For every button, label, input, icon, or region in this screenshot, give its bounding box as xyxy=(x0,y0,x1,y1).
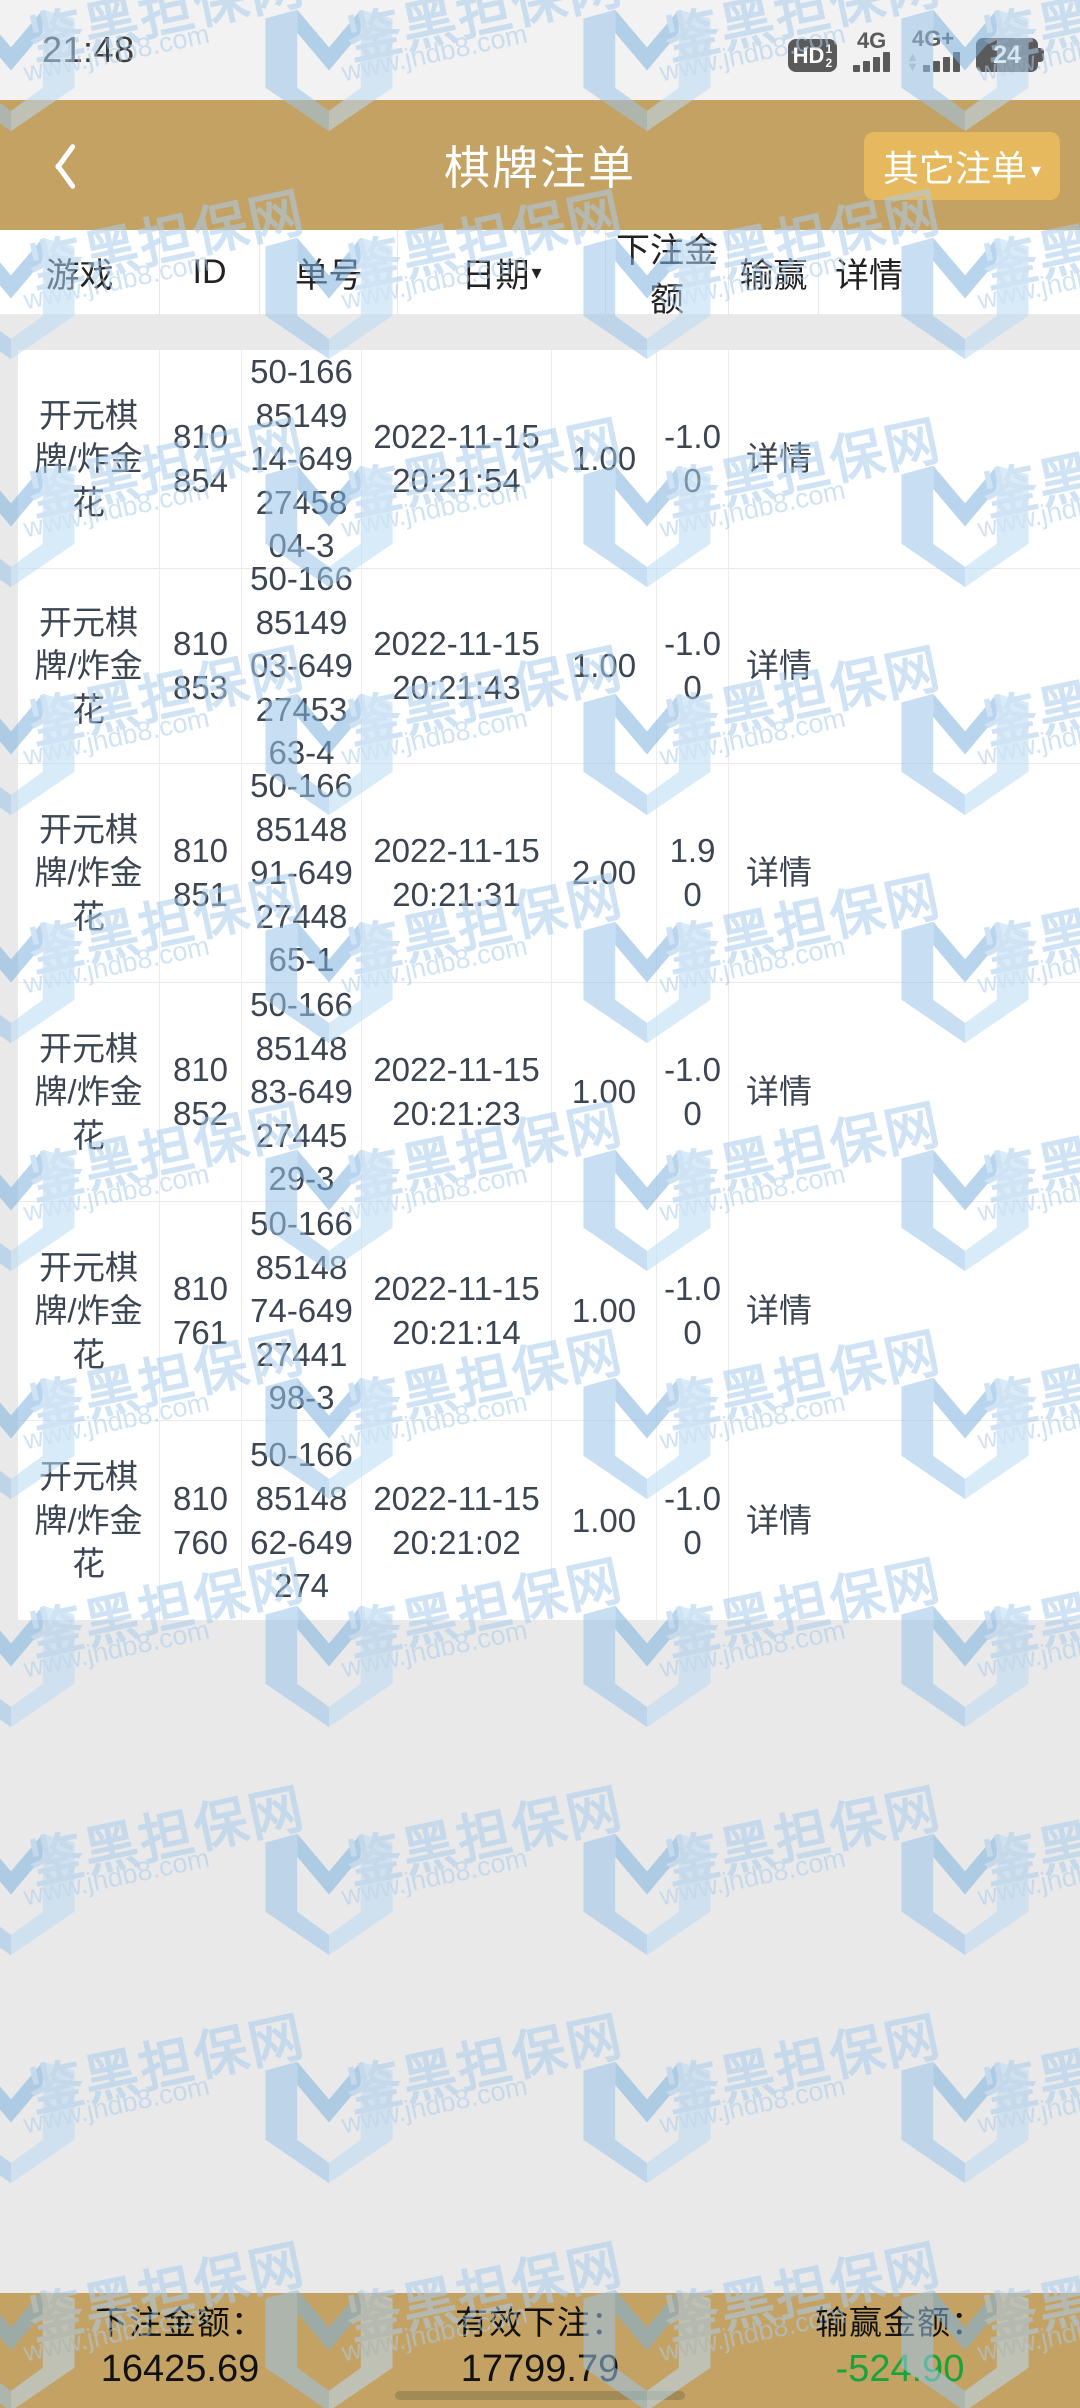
data-transfer-icon: ▲ ▼ xyxy=(906,49,919,74)
status-bar: 21:48 HD 1 2 4G 4G+ ▲ ▼ 24 xyxy=(0,0,1080,100)
cell-win-loss: -1.00 xyxy=(657,1421,729,1620)
cell-order-no: 50-1668514874-6492744198-3 xyxy=(242,1202,362,1420)
cell-datetime: 2022-11-15 20:21:43 xyxy=(362,569,552,763)
cell-detail-link[interactable]: 详情 xyxy=(746,440,812,478)
summary-label: 有效下注： xyxy=(455,2303,625,2341)
signal-4g-icon: 4G xyxy=(853,28,891,72)
table-row[interactable]: 开元棋牌/炸金花 810854 50-1668514914-6492745804-3… xyxy=(18,350,1080,569)
cell-detail-link[interactable]: 详情 xyxy=(746,1073,812,1111)
cell-win-loss: -1.00 xyxy=(657,569,729,763)
cell-bet-amount: 1.00 xyxy=(552,569,657,763)
cell-bet-amount: 2.00 xyxy=(552,764,657,982)
cell-id: 810853 xyxy=(160,569,242,763)
column-header-win: 输赢 xyxy=(729,229,819,315)
table-row[interactable]: 开元棋牌/炸金花 810852 50-1668514883-6492744529-3… xyxy=(18,983,1080,1202)
cell-id: 810851 xyxy=(160,764,242,982)
status-bar-clock: 21:48 xyxy=(42,29,135,70)
summary-value: 17799.79 xyxy=(460,2347,620,2390)
cell-detail-link[interactable]: 详情 xyxy=(746,1292,812,1330)
cell-id: 810854 xyxy=(160,350,242,568)
table-body[interactable]: 开元棋牌/炸金花 810854 50-1668514914-6492745804-3… xyxy=(0,315,1080,2293)
column-header-game: 游戏 xyxy=(0,229,160,315)
cell-bet-amount: 1.00 xyxy=(552,1202,657,1420)
cell-bet-amount: 1.00 xyxy=(552,983,657,1201)
cell-order-no: 50-1668514914-6492745804-3 xyxy=(242,350,362,568)
table-row[interactable]: 开元棋牌/炸金花 810760 50-1668514862-649274 2022-1… xyxy=(18,1421,1080,1621)
cell-game: 开元棋牌/炸金花 xyxy=(18,983,160,1201)
table-top-gap xyxy=(0,315,1080,350)
summary-label: 输赢金额： xyxy=(815,2303,985,2341)
cell-datetime: 2022-11-15 20:21:02 xyxy=(362,1421,552,1620)
column-header-id: ID xyxy=(160,229,260,315)
column-header-order: 单号 xyxy=(260,229,398,315)
cell-win-loss: -1.00 xyxy=(657,983,729,1201)
cell-detail-link[interactable]: 详情 xyxy=(746,1501,812,1539)
cell-id: 810852 xyxy=(160,983,242,1201)
page-title: 棋牌注单 xyxy=(444,142,636,194)
summary-footer: 下注金额： 16425.69 有效下注： 17799.79 输赢金额： -524.90 xyxy=(0,2293,1080,2408)
cell-datetime: 2022-11-15 20:21:23 xyxy=(362,983,552,1201)
hd-label: HD xyxy=(792,43,825,68)
battery-icon: 24 xyxy=(976,38,1044,72)
signal-bars-1 xyxy=(853,52,891,72)
summary-value: 16425.69 xyxy=(100,2347,260,2390)
cell-bet-amount: 1.00 xyxy=(552,350,657,568)
chevron-down-icon: ▾ xyxy=(1030,159,1042,182)
network-label-1: 4G xyxy=(856,28,887,53)
table-header: 游戏 ID 单号 日期 ▾ 下注金额 输赢 详情 xyxy=(0,229,1080,319)
cell-win-loss: -1.00 xyxy=(657,350,729,568)
cell-bet-amount: 1.00 xyxy=(552,1421,657,1620)
cell-id: 810761 xyxy=(160,1202,242,1420)
table-row[interactable]: 开元棋牌/炸金花 810853 50-1668514903-6492745363-4… xyxy=(18,560,1080,771)
table-row[interactable]: 开元棋牌/炸金花 810851 50-1668514891-6492744865-1… xyxy=(18,764,1080,983)
page-header: 棋牌注单 其它注单 ▾ xyxy=(0,100,1080,230)
signal-bars-2 xyxy=(923,52,960,72)
cell-datetime: 2022-11-15 20:21:31 xyxy=(362,764,552,982)
battery-level: 24 xyxy=(993,40,1021,69)
cell-datetime: 2022-11-15 20:21:54 xyxy=(362,350,552,568)
sort-caret-icon: ▾ xyxy=(531,261,542,284)
summary-item: 有效下注： 17799.79 xyxy=(360,2293,720,2393)
summary-value: -524.90 xyxy=(835,2347,965,2390)
cell-order-no: 50-1668514883-6492744529-3 xyxy=(242,983,362,1201)
cell-game: 开元棋牌/炸金花 xyxy=(18,569,160,763)
signal-4gplus-icon: 4G+ ▲ ▼ xyxy=(906,26,960,74)
column-header-bet: 下注金额 xyxy=(606,229,729,319)
hd-sim2-label: 2 xyxy=(825,55,833,70)
summary-items: 下注金额： 16425.69 有效下注： 17799.79 输赢金额： -524.90 xyxy=(0,2293,1080,2393)
summary-item: 输赢金额： -524.90 xyxy=(720,2293,1080,2393)
table-row[interactable]: 开元棋牌/炸金花 810761 50-1668514874-6492744198-3… xyxy=(18,1202,1080,1421)
summary-item: 下注金额： 16425.69 xyxy=(0,2293,360,2393)
cell-order-no: 50-1668514891-6492744865-1 xyxy=(242,764,362,982)
cell-win-loss: -1.00 xyxy=(657,1202,729,1420)
summary-label: 下注金额： xyxy=(95,2303,265,2341)
other-orders-button[interactable]: 其它注单 ▾ xyxy=(864,132,1060,200)
column-header-date[interactable]: 日期 ▾ xyxy=(398,229,606,315)
cell-win-loss: 1.90 xyxy=(657,764,729,982)
hd-sim1-label: 1 xyxy=(825,41,833,56)
home-indicator xyxy=(395,2391,685,2400)
cell-game: 开元棋牌/炸金花 xyxy=(18,1202,160,1420)
cell-game: 开元棋牌/炸金花 xyxy=(18,764,160,982)
cell-order-no: 50-1668514862-649274 xyxy=(242,1421,362,1620)
cell-id: 810760 xyxy=(160,1421,242,1620)
cell-game: 开元棋牌/炸金花 xyxy=(18,1421,160,1620)
cell-datetime: 2022-11-15 20:21:14 xyxy=(362,1202,552,1420)
hd-volte-icon: HD 1 2 xyxy=(787,39,838,72)
column-header-date-label: 日期 xyxy=(461,256,530,295)
cell-detail-link[interactable]: 详情 xyxy=(746,647,812,685)
cell-detail-link[interactable]: 详情 xyxy=(746,854,812,892)
cell-game: 开元棋牌/炸金花 xyxy=(18,350,160,568)
status-bar-icons: HD 1 2 4G 4G+ ▲ ▼ 24 xyxy=(787,26,1044,74)
cell-order-no: 50-1668514903-6492745363-4 xyxy=(242,560,362,771)
other-orders-label: 其它注单 xyxy=(882,148,1027,189)
column-header-detail: 详情 xyxy=(835,256,903,295)
network-label-2: 4G+ xyxy=(911,26,955,51)
table-rows: 开元棋牌/炸金花 810854 50-1668514914-6492745804-3… xyxy=(0,350,1080,1621)
